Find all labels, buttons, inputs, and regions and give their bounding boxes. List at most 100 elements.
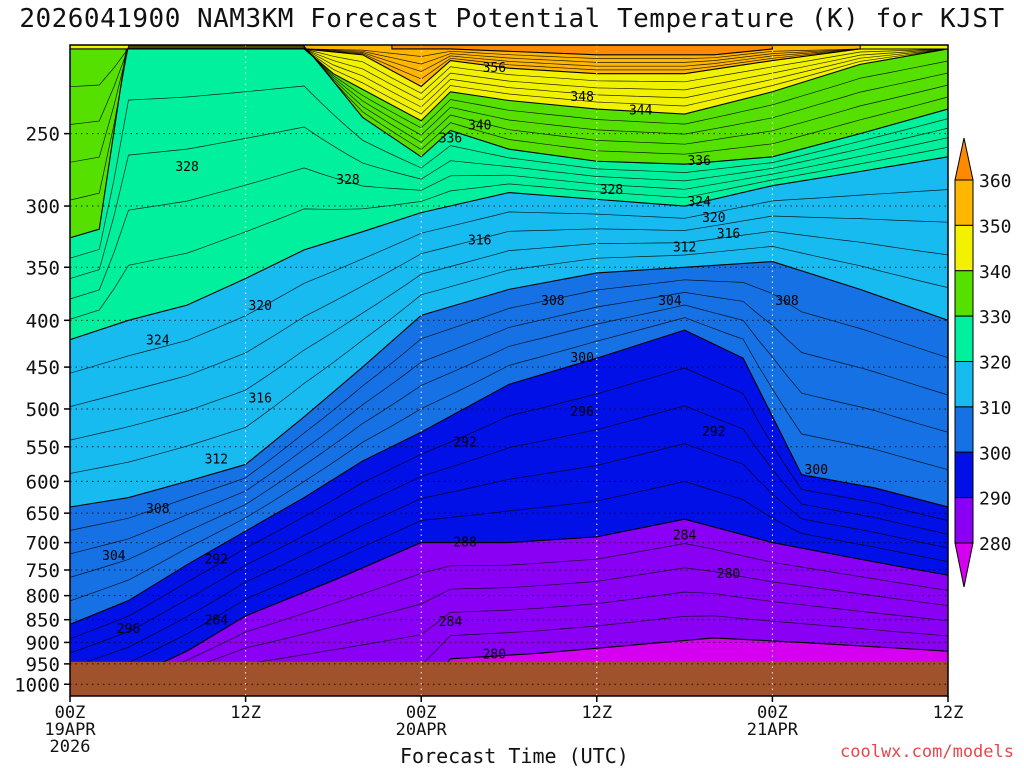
contour-line-324	[70, 137, 948, 300]
x-tick-label-24-1: 20APR	[396, 720, 448, 740]
contour-line-336	[70, 47, 948, 136]
x-tick-label-0-0: 00Z	[55, 703, 86, 723]
contour-label-324-18: 324	[146, 334, 170, 349]
colorbar: 280 290 300 310 320 330 340 350 360	[954, 137, 1012, 588]
x-tick-label-48-1: 21APR	[747, 720, 799, 740]
colorbar-cell-320	[954, 315, 974, 362]
contour-label-292-22: 292	[453, 435, 476, 450]
contour-line-298	[70, 367, 948, 640]
contour-label-312-13: 312	[673, 240, 696, 255]
contour-label-320-17: 320	[248, 299, 271, 314]
contour-label-308-26: 308	[146, 502, 169, 517]
contour-line-296	[70, 405, 948, 654]
colorbar-label-320: 320	[979, 353, 1012, 374]
contour-label-304-29: 304	[102, 549, 126, 564]
y-tick-label-750: 750	[26, 560, 60, 582]
contour-label-280-35: 280	[483, 648, 506, 663]
colorbar-cell-300	[954, 406, 974, 453]
x-tick-label-0-2: 2026	[50, 737, 91, 757]
y-tick-label-950: 950	[26, 654, 60, 676]
y-tick-label-850: 850	[26, 610, 60, 632]
contour-label-308-16: 308	[775, 294, 798, 309]
y-axis: 2503003504004505005506006507007508008509…	[14, 124, 70, 696]
contour-label-328-7: 328	[336, 173, 359, 188]
y-tick-label-500: 500	[26, 399, 60, 421]
contour-line-286	[70, 567, 948, 696]
contour-line-332	[70, 45, 948, 201]
colorbar-label-290: 290	[979, 489, 1012, 510]
contour-line-312	[70, 246, 948, 474]
contour-label-316-20: 316	[248, 391, 271, 406]
contour-line-318	[70, 189, 948, 374]
contour-label-356-0: 356	[483, 61, 506, 76]
colorbar-cell-310	[954, 361, 974, 408]
contour-line-288	[70, 543, 948, 696]
grid-lines	[69, 45, 949, 696]
colorbar-cell-290	[954, 451, 974, 499]
contour-label-328-6: 328	[175, 160, 198, 175]
contour-label-336-4: 336	[439, 131, 462, 146]
contour-line-292	[70, 481, 948, 683]
contour-line-326	[70, 126, 948, 279]
x-tick-label-12-0: 12Z	[230, 703, 261, 723]
contour-label-336-5: 336	[687, 154, 710, 169]
colorbar-cell-340	[954, 224, 974, 272]
y-tick-label-250: 250	[26, 124, 60, 146]
colorbar-label-280: 280	[979, 534, 1012, 555]
contour-label-284-33: 284	[439, 615, 463, 630]
contour-label-296-34: 296	[117, 622, 140, 637]
ground-surface	[70, 661, 948, 696]
plot-frame	[69, 44, 949, 697]
contour-line-316	[70, 215, 948, 407]
y-tick-label-900: 900	[26, 632, 60, 654]
colorbar-top-triangle	[954, 137, 974, 181]
contour-line-322	[70, 146, 948, 320]
colorbar-label-340: 340	[979, 262, 1012, 283]
contour-label-292-30: 292	[205, 552, 228, 567]
x-tick-label-60-0: 12Z	[933, 703, 964, 723]
y-tick-label-550: 550	[26, 437, 60, 459]
contour-label-312-24: 312	[205, 453, 228, 468]
y-tick-label-1000: 1000	[14, 674, 60, 696]
contour-label-284-32: 284	[205, 614, 229, 629]
contour-line-328	[70, 85, 948, 259]
contour-label-340-3: 340	[468, 119, 491, 134]
x-tick-label-24-0: 00Z	[406, 703, 437, 723]
y-tick-label-300: 300	[26, 196, 60, 218]
y-tick-label-700: 700	[26, 533, 60, 555]
contour-label-344-2: 344	[629, 104, 653, 119]
contour-line-338	[70, 47, 948, 129]
contour-label-300-19: 300	[570, 351, 593, 366]
contour-line-294	[70, 443, 948, 668]
contour-label-284-27: 284	[673, 529, 697, 544]
contour-label-320-10: 320	[702, 211, 725, 226]
colorbar-label-310: 310	[979, 398, 1012, 419]
contour-label-308-14: 308	[541, 294, 564, 309]
contour-line-334	[70, 46, 948, 163]
x-tick-label-36-0: 12Z	[581, 703, 612, 723]
contour-label-304-15: 304	[658, 294, 682, 309]
contour-label-300-25: 300	[805, 463, 828, 478]
x-axis-label: Forecast Time (UTC)	[400, 744, 629, 768]
colorbar-label-300: 300	[979, 443, 1012, 464]
plot-area	[70, 45, 948, 696]
contour-line-302	[70, 317, 948, 602]
colorbar-cell-350	[954, 179, 974, 226]
contour-label-292-23: 292	[702, 425, 725, 440]
y-tick-label-400: 400	[26, 310, 60, 332]
contour-label-324-9: 324	[687, 195, 711, 210]
contour-label-288-28: 288	[453, 536, 476, 551]
colorbar-label-350: 350	[979, 216, 1012, 237]
colorbar-cell-330	[954, 270, 974, 317]
y-tick-label-600: 600	[26, 471, 60, 493]
contour-label-296-21: 296	[570, 405, 593, 420]
y-tick-label-800: 800	[26, 586, 60, 608]
y-tick-label-450: 450	[26, 357, 60, 379]
colorbar-label-330: 330	[979, 307, 1012, 328]
contour-label-316-12: 316	[468, 233, 491, 248]
contour-line-306	[70, 292, 948, 555]
colorbar-label-360: 360	[979, 171, 1012, 192]
contour-line-358	[70, 48, 948, 59]
